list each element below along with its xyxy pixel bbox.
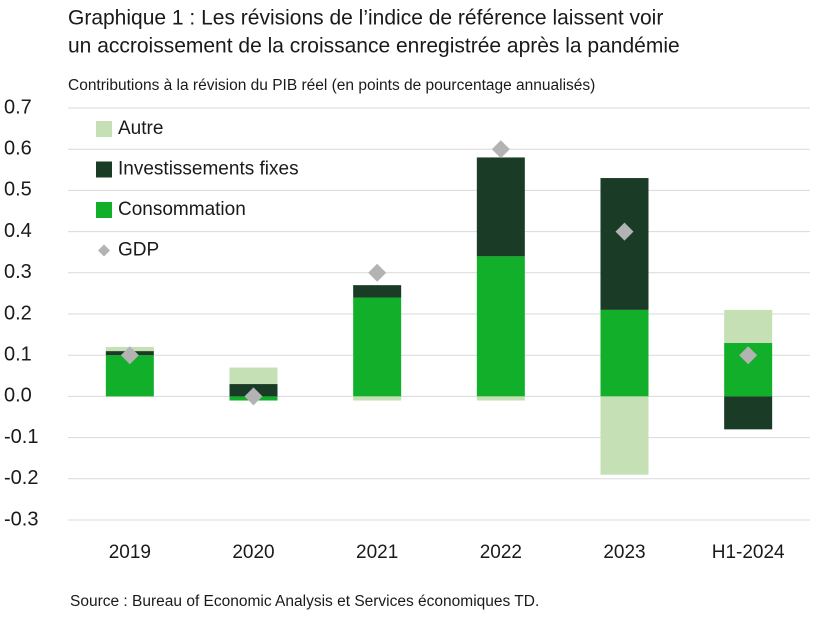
bar-segment xyxy=(353,285,402,298)
source-note: Source : Bureau of Economic Analysis et … xyxy=(70,593,539,610)
gdp-marker xyxy=(120,346,139,365)
x-tick-label: 2022 xyxy=(480,542,522,563)
x-tick-label: H1-2024 xyxy=(712,542,785,563)
bar-segment xyxy=(476,396,525,401)
y-tick-label: -0.3 xyxy=(4,508,38,530)
x-tick-label: 2021 xyxy=(356,542,398,563)
y-tick-label: 0.1 xyxy=(4,343,32,365)
legend-label: Consommation xyxy=(118,199,246,220)
legend-label: Autre xyxy=(118,118,163,139)
y-tick-label: 0.0 xyxy=(4,385,32,407)
chart-title: Graphique 1 : Les révisions de l’indice … xyxy=(68,7,663,30)
y-tick-label: -0.1 xyxy=(4,426,38,448)
gdp-marker xyxy=(491,140,510,159)
chart-title: un accroissement de la croissance enregi… xyxy=(68,35,680,58)
legend-swatch xyxy=(96,161,112,178)
legend-swatch xyxy=(96,202,112,218)
legend-swatch xyxy=(96,121,112,137)
legend-label: Investissements fixes xyxy=(118,159,299,180)
gdp-marker xyxy=(615,222,634,241)
legend-marker xyxy=(98,244,110,257)
bar-segment xyxy=(600,178,649,310)
y-tick-label: 0.5 xyxy=(4,179,32,201)
bar-segment xyxy=(476,256,525,397)
legend-label: GDP xyxy=(118,240,159,261)
y-tick-label: 0.4 xyxy=(4,220,32,242)
y-tick-label: -0.2 xyxy=(4,467,38,489)
bar-segment xyxy=(600,309,649,397)
bar-segment xyxy=(476,157,525,257)
y-tick-label: 0.6 xyxy=(4,137,32,159)
gdp-marker xyxy=(739,346,758,365)
x-tick-label: 2019 xyxy=(109,542,151,563)
y-tick-label: 0.7 xyxy=(4,96,32,118)
bar-segment xyxy=(353,297,402,397)
chart-subtitle: Contributions à la révision du PIB réel … xyxy=(68,77,595,94)
gdp-marker xyxy=(368,263,387,282)
y-tick-label: 0.2 xyxy=(4,302,32,324)
bar-segment xyxy=(724,396,773,430)
bar-segment xyxy=(229,367,278,385)
gdp-marker xyxy=(244,387,263,406)
bar-segment xyxy=(353,396,402,401)
bar-segment xyxy=(600,396,649,475)
x-tick-label: 2023 xyxy=(603,542,645,563)
bar-segment xyxy=(724,309,773,343)
x-tick-label: 2020 xyxy=(232,542,274,563)
y-tick-label: 0.3 xyxy=(4,261,32,283)
